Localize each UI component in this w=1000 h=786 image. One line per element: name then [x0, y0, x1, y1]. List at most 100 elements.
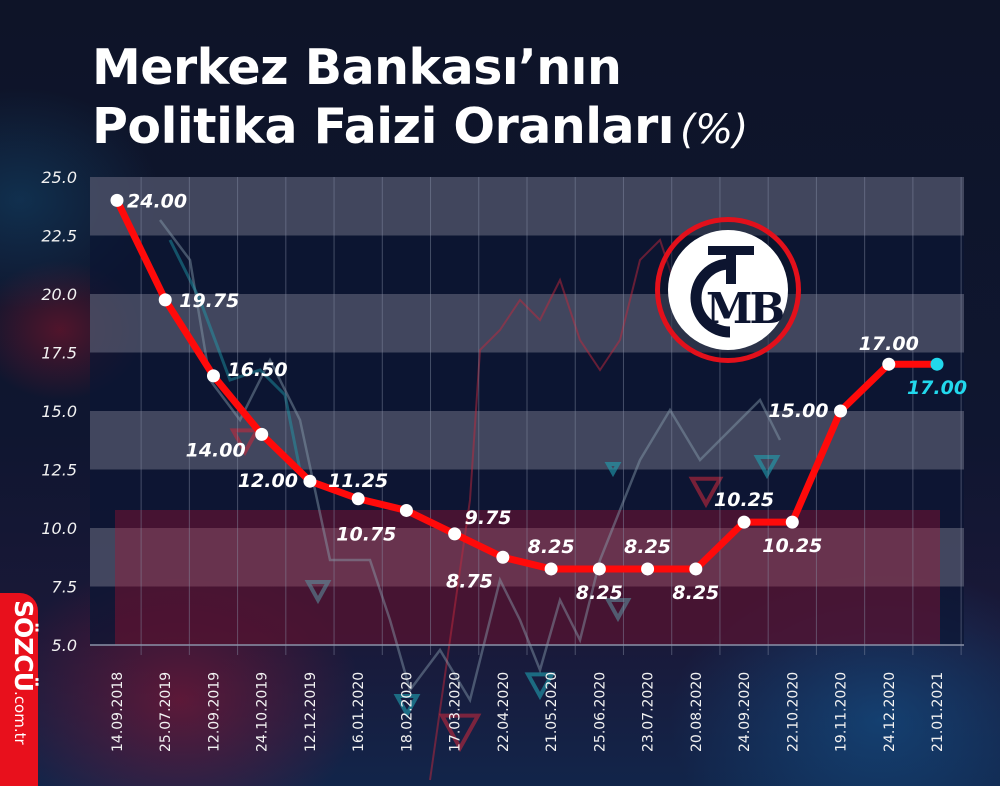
- value-label: 9.75: [465, 507, 512, 529]
- decor-triangle-icon: [438, 713, 482, 753]
- x-tick-label: 19.11.2020: [834, 672, 850, 752]
- decor-red-panel: [115, 510, 940, 645]
- value-label: 8.75: [446, 570, 493, 592]
- data-point: [448, 527, 462, 541]
- policy-rate-series: [110, 193, 944, 576]
- x-tick-label: 21.01.2021: [930, 672, 946, 752]
- data-point: [689, 562, 703, 576]
- value-label: 10.25: [762, 535, 822, 557]
- grid-band: [90, 177, 964, 236]
- decor-ghost-line-grey: [159, 219, 782, 704]
- decor-triangle-icon: [753, 455, 781, 480]
- x-tick-label: 18.02.2020: [399, 672, 415, 752]
- y-tick-label: 22.5: [41, 227, 77, 246]
- x-tick-label: 14.09.2018: [110, 672, 126, 752]
- x-tick-label: 16.01.2020: [351, 672, 367, 752]
- grid-band: [90, 528, 964, 587]
- value-label: 8.25: [624, 536, 671, 558]
- data-point: [255, 427, 269, 441]
- tcmb-logo: MB: [655, 217, 801, 363]
- data-point: [882, 357, 896, 371]
- value-label: 8.25: [672, 582, 719, 604]
- brand-badge: [0, 593, 38, 786]
- grid-band: [90, 235, 964, 294]
- decor-triangle-icon: [393, 694, 421, 719]
- data-point: [399, 503, 413, 517]
- y-tick-label: 10.0: [41, 519, 77, 538]
- value-label: 24.00: [127, 190, 187, 212]
- decor-ghost-line-teal: [168, 239, 302, 471]
- x-tick-label: 24.12.2020: [882, 672, 898, 752]
- x-tick-label: 20.08.2020: [689, 672, 705, 752]
- brand-domain: .com.tr: [11, 691, 29, 745]
- value-labels: 24.00 19.75 16.50 14.00 12.00 11.25 10.75 9.75 8…: [127, 190, 967, 604]
- value-label: 19.75: [179, 290, 239, 312]
- x-tick-label: 24.09.2020: [737, 672, 753, 752]
- y-tick-label: 17.5: [41, 344, 77, 363]
- x-tick-label: 21.05.2020: [544, 672, 560, 752]
- y-axis: 25.0 22.5 20.0 17.5 15.0 12.5 10.0 7.5 5.0: [41, 168, 77, 655]
- data-point: [351, 492, 365, 506]
- decor-triangle-icon: [604, 462, 622, 478]
- y-tick-label: 20.0: [41, 285, 77, 304]
- y-tick-label: 5.0: [52, 636, 77, 655]
- value-label: 10.75: [336, 523, 396, 545]
- x-tick-label: 12.09.2019: [206, 672, 222, 752]
- title-line-2-text: Politika Faizi Oranları: [92, 98, 675, 155]
- decor-triangle-icon: [229, 428, 261, 457]
- data-point: [834, 404, 848, 418]
- data-point: [303, 474, 317, 488]
- decor-triangle-icon: [524, 672, 556, 701]
- value-label: 12.00: [238, 470, 298, 492]
- x-tick-label: 17.03.2020: [448, 672, 464, 752]
- svg-text:MB: MB: [706, 284, 783, 333]
- x-axis: 14.09.2018 25.07.2019 12.09.2019 24.10.2019…: [90, 644, 964, 752]
- decor-ghost-line-red: [429, 238, 681, 781]
- value-label: 17.00: [859, 333, 919, 355]
- data-point: [496, 550, 510, 564]
- value-label: 15.00: [768, 400, 828, 422]
- data-point: [110, 193, 124, 207]
- x-tick-label: 22.10.2020: [785, 672, 801, 752]
- data-point: [544, 562, 558, 576]
- value-label: 14.00: [186, 439, 246, 461]
- grid-band: [90, 469, 964, 528]
- brand-name: SÖZCÜ: [9, 600, 38, 692]
- decor-triangle-icon: [688, 476, 724, 509]
- title-unit: (%): [680, 107, 748, 153]
- data-point: [737, 515, 751, 529]
- series-line: [113, 196, 941, 573]
- tcmb-logo-emblem: MB: [668, 230, 788, 350]
- data-point: [158, 293, 172, 307]
- x-tick-label: 25.07.2019: [158, 672, 174, 752]
- value-label: 8.25: [528, 536, 575, 558]
- value-label: 8.25: [576, 582, 623, 604]
- grid-band: [90, 586, 964, 645]
- value-label: 11.25: [328, 470, 388, 492]
- x-tick-label: 23.07.2020: [641, 672, 657, 752]
- data-point-latest: [930, 357, 944, 371]
- background-decoration: [115, 219, 940, 781]
- y-tick-label: 25.0: [41, 168, 77, 187]
- grid-band: [90, 294, 964, 353]
- decor-triangle-icon: [304, 580, 332, 605]
- title-line-1: Merkez Bankası’nın: [92, 39, 622, 96]
- data-point: [641, 562, 655, 576]
- x-tick-label: 25.06.2020: [592, 672, 608, 752]
- x-tick-label: 22.04.2020: [496, 672, 512, 752]
- data-point: [206, 369, 220, 383]
- x-tick-label: 24.10.2019: [255, 672, 271, 752]
- chart-title: Merkez Bankası’nın Politika Faizi Oranla…: [92, 38, 748, 160]
- title-line-2: Politika Faizi Oranları (%): [92, 97, 748, 160]
- data-point: [785, 515, 799, 529]
- decor-triangle-icon: [604, 598, 632, 623]
- y-tick-label: 12.5: [41, 461, 77, 480]
- x-tick-label: 12.12.2019: [303, 672, 319, 752]
- brand-badge-text: SÖZCÜ.com.tr: [9, 600, 38, 745]
- data-point: [592, 562, 606, 576]
- tcmb-monogram-icon: MB: [690, 246, 786, 338]
- value-label: 10.25: [714, 489, 774, 511]
- value-label-latest: 17.00: [907, 377, 967, 399]
- y-tick-label: 7.5: [52, 578, 77, 597]
